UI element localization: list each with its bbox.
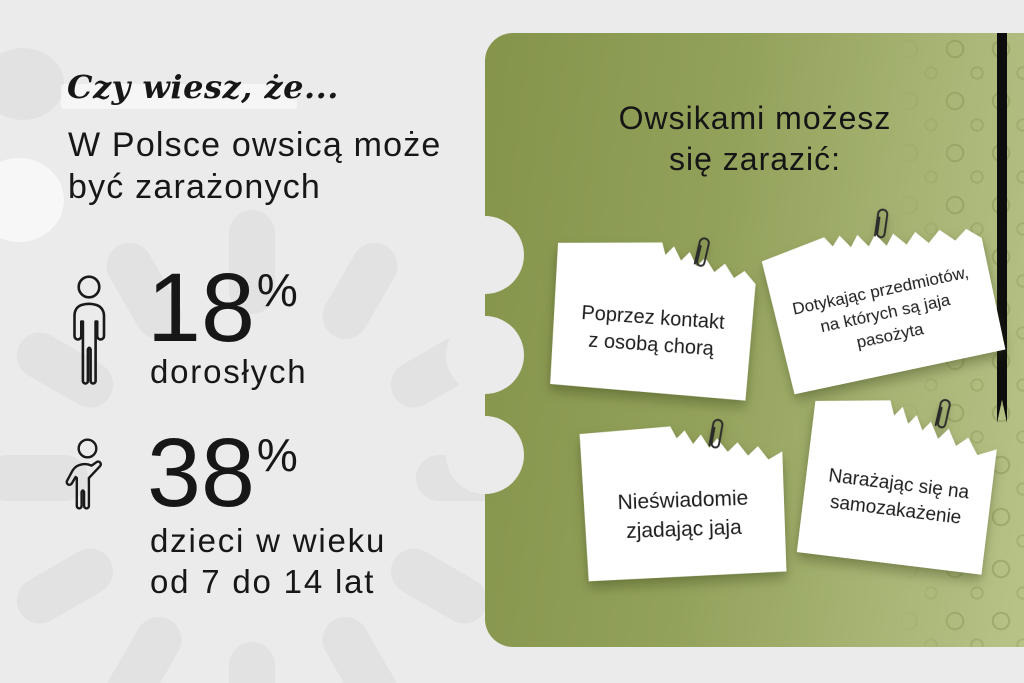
paperclip-icon	[874, 208, 889, 239]
scallop-notch	[446, 216, 524, 294]
panel-title-line-2: się zarazić:	[668, 141, 842, 177]
scallop-notch	[446, 416, 524, 494]
panel-title-line-1: Owsikami możesz	[618, 100, 892, 136]
stat-adults-label-line: dorosłych	[150, 353, 308, 390]
stat-children-label: dzieci w wieku od 7 do 14 lat	[150, 520, 386, 602]
note-text: Poprzez kontakt z osobą chorą	[548, 235, 758, 401]
stat-children-number: 38%	[147, 424, 298, 521]
gray-blob-decoration	[0, 48, 64, 120]
heading-line-2: być zarażonych	[68, 168, 322, 206]
scallop-notch	[446, 316, 524, 394]
stat-children-label-line-1: dzieci w wieku	[150, 522, 387, 559]
note-line: zjadając jaja	[625, 515, 743, 543]
stat-adults-number: 18%	[147, 259, 298, 356]
stat-adults-value: 18	[147, 253, 255, 362]
percent-sign: %	[256, 429, 298, 481]
heading-line-1: W Polsce owsicą może	[68, 126, 442, 164]
note-text: Nieświadomie zjadając jaja	[579, 423, 786, 582]
kicker-highlight-band	[61, 84, 297, 109]
bookmark-ribbon	[997, 33, 1007, 423]
kicker-text: Czy wiesz, że...	[67, 68, 339, 106]
note-card-eggs: Nieświadomie zjadając jaja	[579, 418, 786, 582]
stat-children-label-line-2: od 7 do 14 lat	[150, 563, 376, 600]
note-card-objects: Dotykając przedmiotów, na których są jaj…	[759, 201, 1006, 395]
child-person-icon	[65, 438, 102, 510]
note-line: Nieświadomie	[617, 486, 749, 515]
adult-person-icon	[73, 275, 106, 385]
note-card-selfinfection: Narażając się na samozakażenie	[797, 391, 1001, 574]
note-text: Narażając się na samozakażenie	[797, 391, 1001, 574]
paperclip-icon	[693, 237, 710, 267]
percent-sign: %	[256, 264, 298, 316]
panel-title: Owsikami możesz się zarazić:	[505, 98, 1005, 180]
main-heading: W Polsce owsicą może być zarażonych	[68, 124, 442, 208]
stat-children-value: 38	[147, 418, 255, 527]
stat-adults-label: dorosłych	[150, 351, 307, 392]
paperclip-icon	[934, 399, 951, 429]
note-card-contact: Poprzez kontakt z osobą chorą	[548, 235, 758, 401]
paperclip-icon	[708, 418, 724, 449]
